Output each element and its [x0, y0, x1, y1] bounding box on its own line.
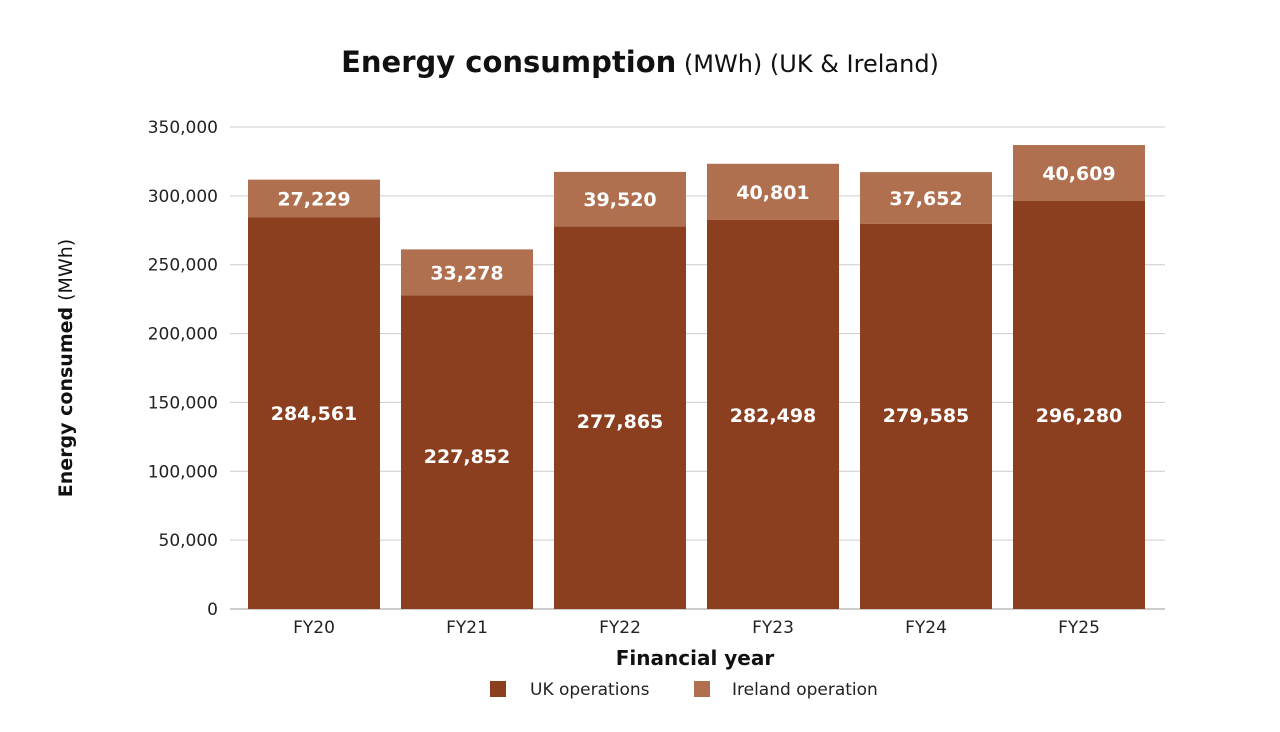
x-tick-label: FY20 [293, 618, 335, 638]
data-label: 39,520 [583, 189, 656, 211]
y-tick-label: 300,000 [148, 187, 218, 207]
bar-ireland-fy21 [401, 249, 533, 296]
bar-uk-fy21 [401, 295, 533, 609]
data-label: 40,609 [1042, 163, 1115, 185]
data-label: 33,278 [430, 262, 503, 284]
data-label: 277,865 [577, 411, 664, 433]
y-tick-label: 350,000 [148, 118, 218, 138]
y-tick-label: 100,000 [148, 462, 218, 482]
data-label: 27,229 [277, 188, 350, 210]
data-label: 37,652 [889, 188, 962, 210]
bar-ireland-fy22 [554, 171, 686, 227]
bar-uk-fy24 [860, 223, 992, 610]
y-tick-label: 250,000 [148, 256, 218, 276]
data-label: 282,498 [730, 405, 817, 427]
chart-title: Energy consumption (MWh) (UK & Ireland) [341, 45, 939, 79]
x-tick-label: FY23 [752, 618, 794, 638]
legend-swatch-uk [490, 681, 506, 697]
y-tick-label: 50,000 [159, 531, 218, 551]
y-tick-label: 150,000 [148, 393, 218, 413]
legend-label-uk: UK operations [530, 680, 650, 700]
data-label: 284,561 [271, 403, 358, 425]
bar-uk-fy22 [554, 226, 686, 609]
x-axis-label: Financial year [616, 646, 775, 670]
bar-uk-fy23 [707, 219, 839, 609]
bar-ireland-fy24 [860, 172, 992, 224]
y-tick-label: 0 [207, 600, 218, 620]
legend-label-ireland: Ireland operation [732, 680, 878, 700]
bar-uk-fy20 [248, 217, 380, 610]
y-axis-label: Energy consumed (MWh) [55, 239, 77, 497]
x-tick-label: FY25 [1058, 618, 1100, 638]
bar-ireland-fy25 [1013, 145, 1145, 201]
bar-ireland-fy20 [248, 179, 380, 218]
y-tick-label: 200,000 [148, 325, 218, 345]
legend: UK operations Ireland operation [490, 680, 878, 700]
x-tick-label: FY22 [599, 618, 641, 638]
data-label: 296,280 [1036, 405, 1123, 427]
x-tick-label: FY24 [905, 618, 947, 638]
bar-ireland-fy23 [707, 163, 839, 220]
data-label: 279,585 [883, 405, 970, 427]
legend-swatch-ireland [694, 681, 710, 697]
data-label: 227,852 [424, 446, 511, 468]
data-label: 40,801 [736, 182, 809, 204]
bar-uk-fy25 [1013, 200, 1145, 610]
x-tick-label: FY21 [446, 618, 488, 638]
